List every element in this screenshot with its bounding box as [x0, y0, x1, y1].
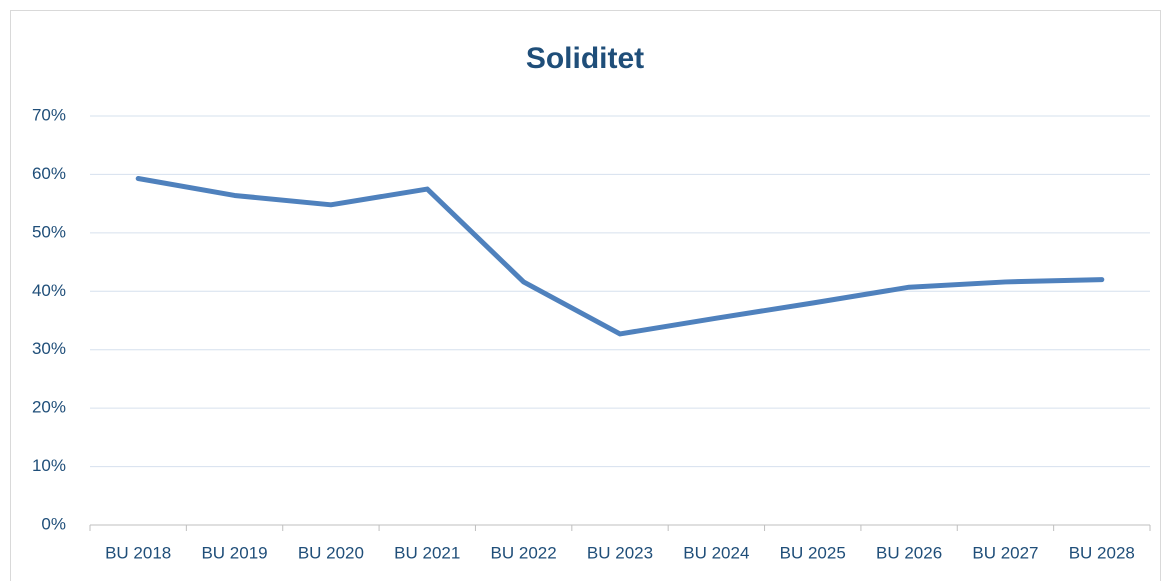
- x-tick-label: BU 2024: [683, 543, 749, 562]
- chart-title: Soliditet: [526, 42, 644, 75]
- y-tick-label: 50%: [32, 222, 66, 241]
- x-tick-label: BU 2022: [491, 543, 557, 562]
- y-tick-label: 30%: [32, 339, 66, 358]
- y-tick-label: 0%: [41, 514, 66, 533]
- y-tick-label: 20%: [32, 398, 66, 417]
- x-tick-label: BU 2027: [972, 543, 1038, 562]
- x-tick-label: BU 2026: [876, 543, 942, 562]
- x-tick-label: BU 2023: [587, 543, 653, 562]
- y-tick-label: 10%: [32, 456, 66, 475]
- y-tick-label: 70%: [32, 105, 66, 124]
- y-tick-label: 60%: [32, 164, 66, 183]
- x-tick-label: BU 2018: [105, 543, 171, 562]
- x-tick-label: BU 2025: [780, 543, 846, 562]
- chart-border: [10, 10, 1161, 581]
- x-tick-label: BU 2028: [1069, 543, 1135, 562]
- x-tick-label: BU 2021: [394, 543, 460, 562]
- x-tick-label: BU 2020: [298, 543, 364, 562]
- line-series: [135, 176, 1105, 337]
- y-tick-label: 40%: [32, 281, 66, 300]
- x-tick-label: BU 2019: [201, 543, 267, 562]
